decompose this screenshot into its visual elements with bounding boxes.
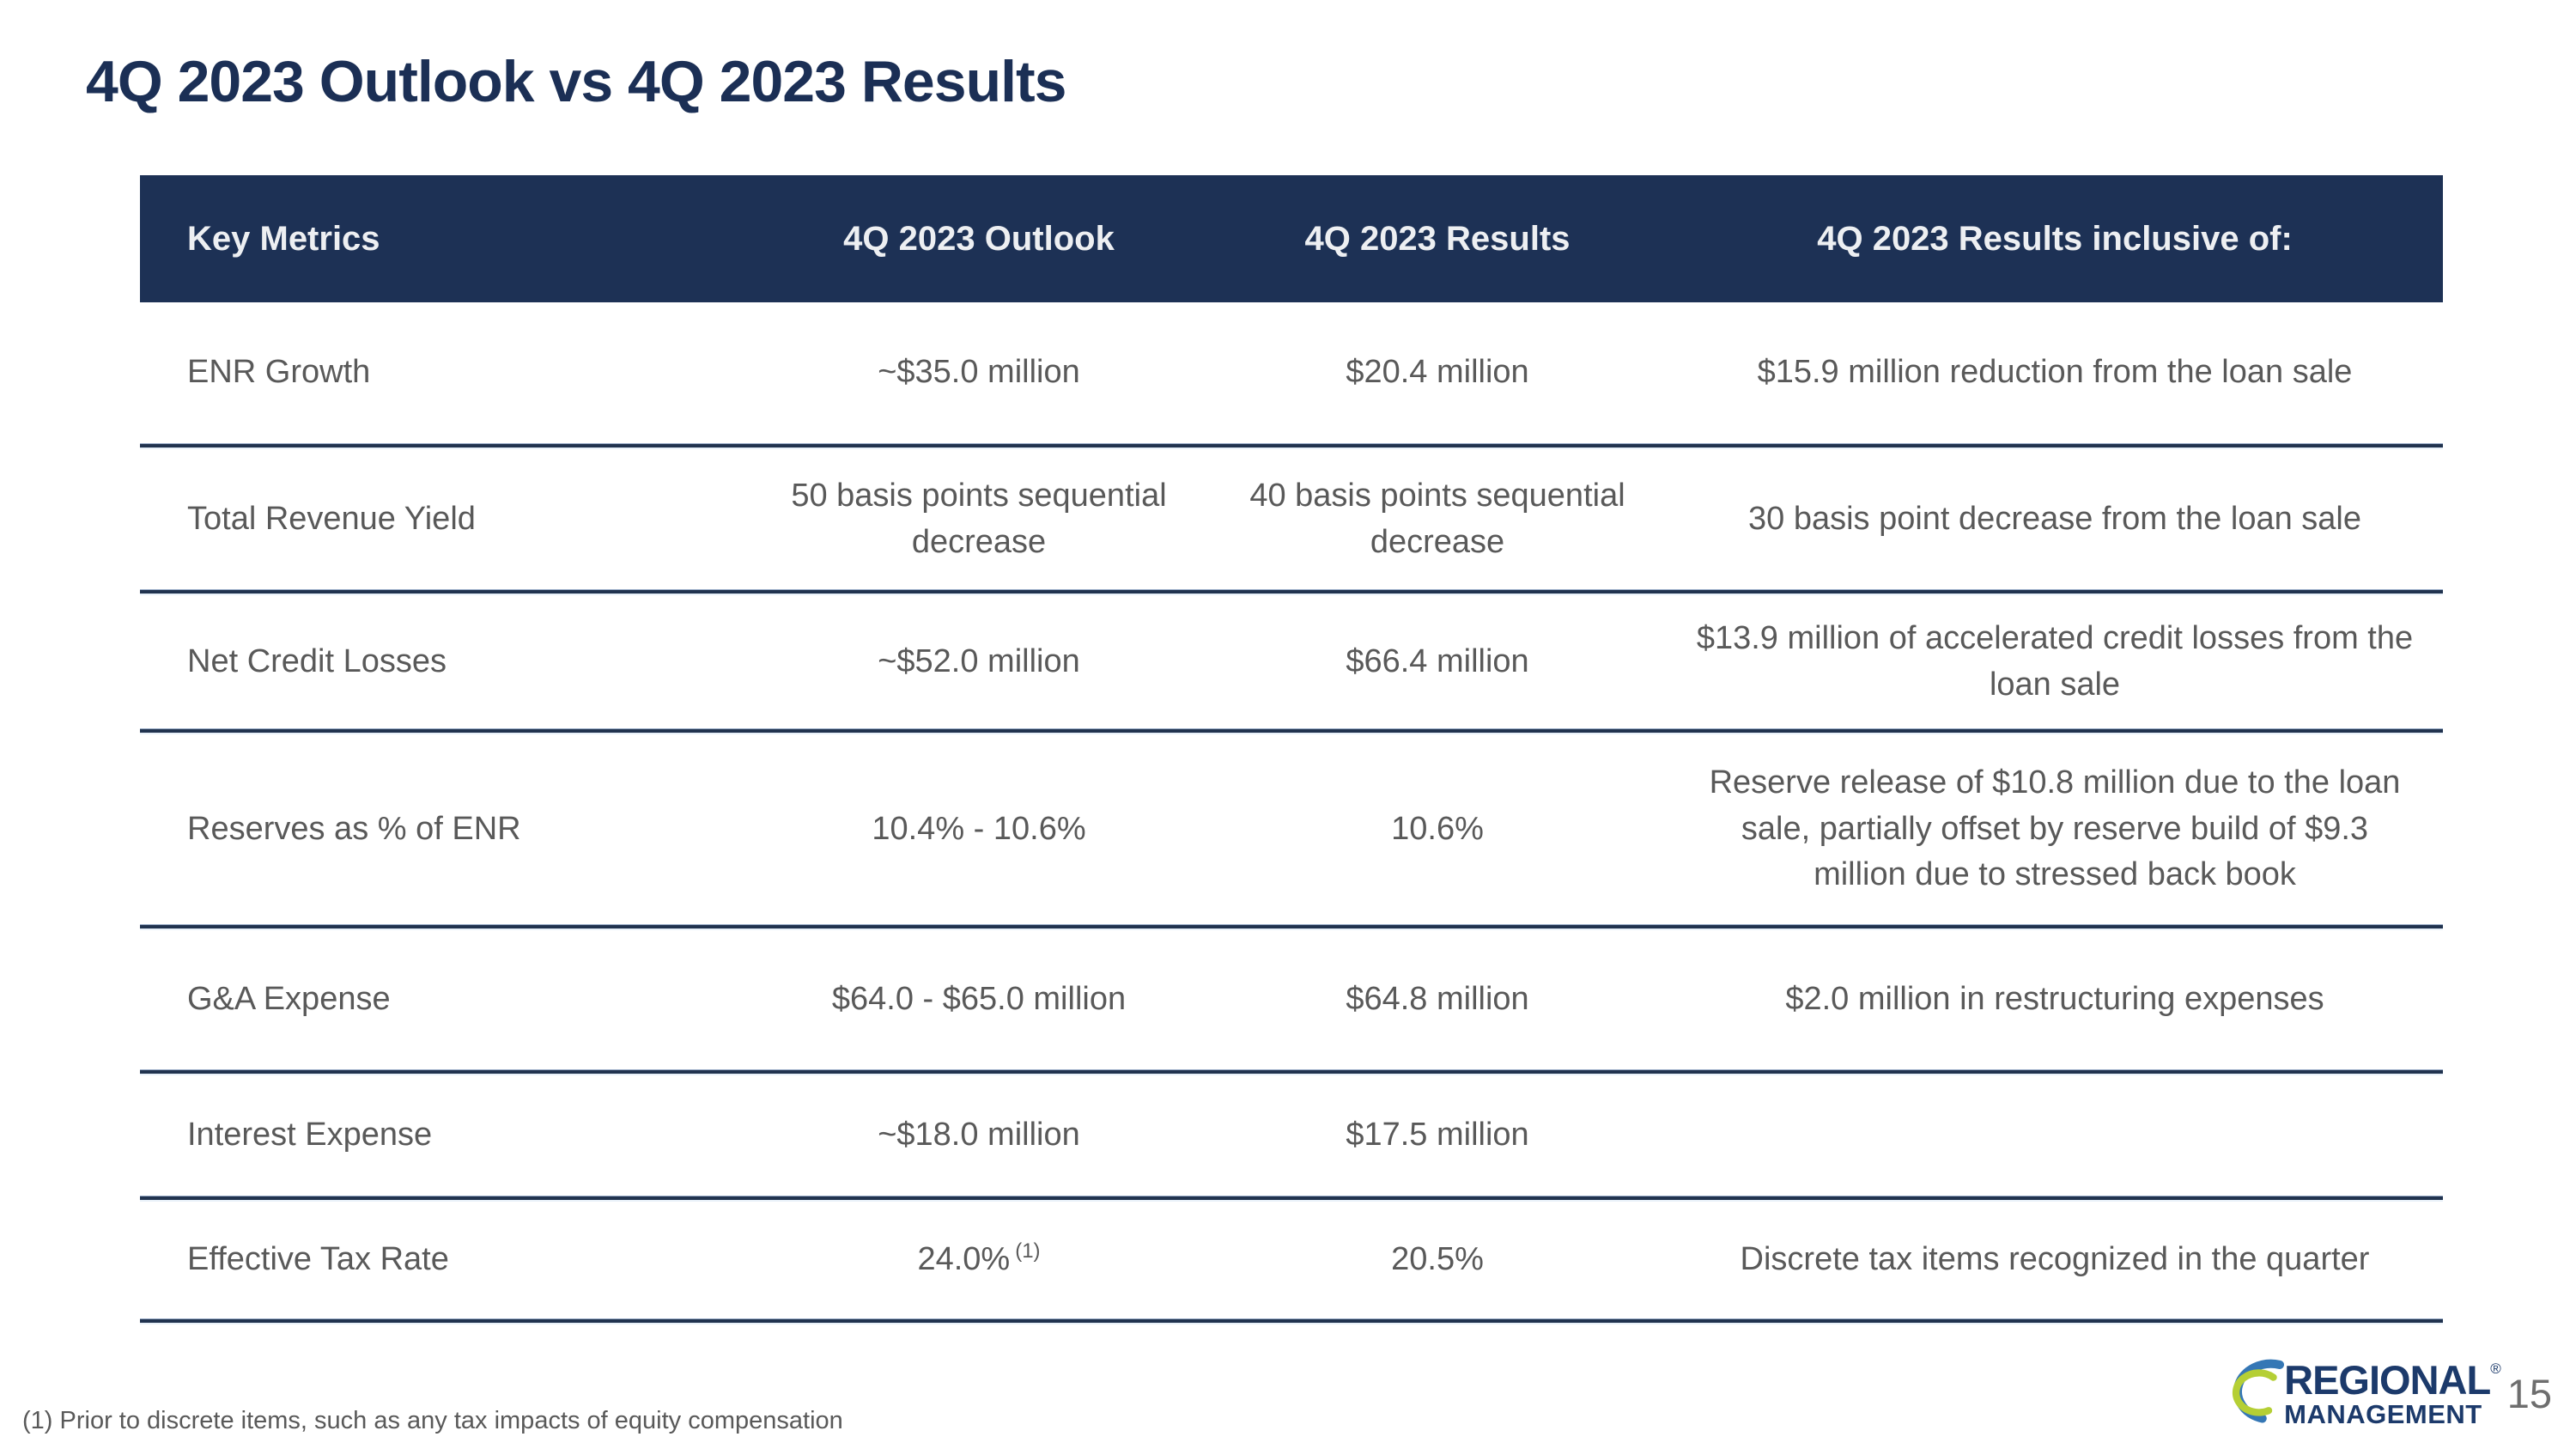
row-divider bbox=[140, 924, 2443, 930]
table-row: Reserves as % of ENR 10.4% - 10.6% 10.6%… bbox=[140, 734, 2443, 924]
column-header-results-inclusive: 4Q 2023 Results inclusive of: bbox=[1817, 219, 2293, 258]
outlook-value: 50 basis points sequential decrease bbox=[791, 477, 1167, 560]
footnote-marker: (1) bbox=[1015, 1239, 1041, 1263]
table-row: Interest Expense ~$18.0 million $17.5 mi… bbox=[140, 1075, 2443, 1196]
metric-label: G&A Expense bbox=[187, 981, 391, 1018]
outlook-value: $64.0 - $65.0 million bbox=[831, 981, 1127, 1018]
registered-trademark-symbol: ® bbox=[2490, 1360, 2500, 1377]
results-value: $64.8 million bbox=[1346, 981, 1529, 1018]
slide-footnote: (1) Prior to discrete items, such as any… bbox=[22, 1407, 843, 1434]
outlook-value: ~$52.0 million bbox=[878, 642, 1080, 679]
logo-word-management: MANAGEMENT bbox=[2284, 1398, 2482, 1429]
column-header-key-metrics: Key Metrics bbox=[187, 219, 380, 258]
row-divider bbox=[140, 589, 2443, 595]
inclusive-value: $13.9 million of accelerated credit loss… bbox=[1696, 619, 2414, 703]
results-value: 20.5% bbox=[1391, 1241, 1484, 1278]
outlook-value-text: 24.0% bbox=[917, 1241, 1011, 1278]
outlook-value: ~$35.0 million bbox=[878, 354, 1080, 391]
column-header-outlook: 4Q 2023 Outlook bbox=[843, 219, 1115, 258]
page-number: 15 bbox=[2506, 1370, 2552, 1416]
inclusive-value: $2.0 million in restructuring expenses bbox=[1785, 981, 2324, 1018]
outlook-value: 24.0% (1) bbox=[750, 1237, 1208, 1283]
regional-management-logo: REGIONAL® MANAGEMENT bbox=[2284, 1356, 2501, 1429]
table-row: Total Revenue Yield 50 basis points sequ… bbox=[140, 449, 2443, 589]
results-value: 10.6% bbox=[1391, 810, 1484, 847]
outlook-value: ~$18.0 million bbox=[878, 1117, 1080, 1154]
results-value: $20.4 million bbox=[1346, 354, 1529, 391]
table-header-row: Key Metrics 4Q 2023 Outlook 4Q 2023 Resu… bbox=[140, 175, 2443, 302]
results-value: $66.4 million bbox=[1346, 642, 1529, 679]
inclusive-value: 30 basis point decrease from the loan sa… bbox=[1748, 500, 2361, 537]
results-value: 40 basis points sequential decrease bbox=[1249, 477, 1625, 560]
row-divider bbox=[140, 1318, 2443, 1324]
outlook-value: 10.4% - 10.6% bbox=[872, 810, 1086, 847]
key-metrics-table: Key Metrics 4Q 2023 Outlook 4Q 2023 Resu… bbox=[140, 175, 2443, 1324]
table-row: Net Credit Losses ~$52.0 million $66.4 m… bbox=[140, 595, 2443, 728]
row-divider bbox=[140, 1069, 2443, 1075]
table-row: ENR Growth ~$35.0 million $20.4 million … bbox=[140, 302, 2443, 443]
row-divider bbox=[140, 728, 2443, 734]
metric-label: Net Credit Losses bbox=[187, 642, 447, 679]
metric-label: Interest Expense bbox=[187, 1117, 433, 1154]
inclusive-value: Reserve release of $10.8 million due to … bbox=[1709, 764, 2401, 893]
table-row: Effective Tax Rate 24.0% (1) 20.5% Discre… bbox=[140, 1202, 2443, 1318]
logo-word-regional: REGIONAL bbox=[2284, 1356, 2491, 1403]
inclusive-value: $15.9 million reduction from the loan sa… bbox=[1757, 354, 2353, 391]
metric-label: Effective Tax Rate bbox=[187, 1241, 449, 1278]
row-divider bbox=[140, 443, 2443, 449]
metric-label: Reserves as % of ENR bbox=[187, 810, 521, 847]
table-row: G&A Expense $64.0 - $65.0 million $64.8 … bbox=[140, 930, 2443, 1069]
column-header-results: 4Q 2023 Results bbox=[1304, 219, 1571, 258]
row-divider bbox=[140, 1196, 2443, 1202]
page-title: 4Q 2023 Outlook vs 4Q 2023 Results bbox=[86, 49, 1066, 114]
metric-label: ENR Growth bbox=[187, 354, 371, 391]
results-value: $17.5 million bbox=[1346, 1117, 1529, 1154]
footer-brand: REGIONAL® MANAGEMENT 15 bbox=[2210, 1354, 2552, 1433]
metric-label: Total Revenue Yield bbox=[187, 500, 476, 537]
regional-management-swoosh-icon bbox=[2233, 1359, 2285, 1423]
inclusive-value: Discrete tax items recognized in the qua… bbox=[1740, 1241, 2370, 1278]
